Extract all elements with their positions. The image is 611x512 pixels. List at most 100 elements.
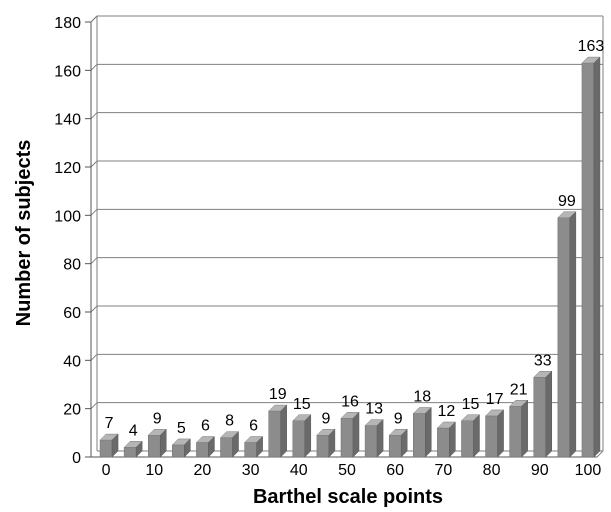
bar [557, 211, 577, 458]
x-tick-labels: 0 10 20 30 40 50 60 70 80 90 100 [102, 462, 602, 479]
bar-front [220, 437, 233, 458]
bar [195, 435, 216, 458]
x-tick-label: 100 [575, 462, 602, 479]
y-tick-label: 160 [54, 63, 81, 80]
gridline-depth [90, 257, 98, 265]
x-tick-label: 40 [290, 462, 308, 479]
bar-side [425, 406, 432, 458]
y-tick-labels: 0 20 40 60 80 100 120 140 160 180 [54, 15, 81, 467]
bar-front [557, 217, 571, 458]
bar [460, 414, 481, 458]
y-tick-label: 120 [54, 160, 81, 177]
bar [316, 428, 336, 458]
x-tick-label: 80 [483, 462, 501, 479]
x-tick-label: 10 [145, 462, 163, 479]
gridline-depth [90, 402, 98, 410]
bar [436, 421, 456, 458]
x-tick-label: 50 [338, 462, 356, 479]
x-tick-label: 70 [434, 462, 452, 479]
bar-front [147, 435, 161, 458]
gridline-depth [90, 160, 98, 168]
y-tick-label: 100 [54, 208, 81, 225]
bar-side [545, 370, 553, 458]
bar-front [244, 442, 257, 458]
bar-side [256, 435, 263, 458]
bar-side [208, 435, 215, 458]
data-label: 18 [413, 389, 431, 406]
bar-side [135, 440, 143, 458]
y-axis-title: Number of subjects [13, 140, 35, 327]
bar-side [184, 438, 191, 458]
bar-front [509, 406, 522, 458]
gridline-depth [90, 353, 98, 361]
gridline-depth [90, 112, 98, 120]
bar [171, 438, 191, 458]
bar [147, 428, 167, 458]
y-tick-label: 180 [54, 15, 81, 32]
x-tick-label: 0 [102, 462, 111, 479]
bar [484, 409, 505, 458]
y-tick-label: 80 [63, 257, 81, 274]
bar [340, 411, 360, 458]
data-label: 12 [437, 403, 455, 420]
bars [99, 56, 601, 458]
bar-side [593, 56, 601, 458]
bar-front [388, 435, 402, 458]
bar-side [376, 418, 384, 458]
bar [99, 433, 119, 458]
data-label: 6 [249, 418, 258, 435]
data-label: 5 [177, 420, 186, 437]
data-label: 9 [394, 410, 403, 427]
x-tick-label: 90 [531, 462, 549, 479]
y-tick-label: 0 [72, 450, 81, 467]
floor-right-edge [596, 450, 604, 458]
bar-side [304, 414, 312, 458]
y-tick-label: 140 [54, 112, 81, 129]
x-tick-label: 30 [242, 462, 260, 479]
data-label: 4 [129, 422, 138, 439]
data-label: 16 [341, 393, 359, 410]
bar-side [328, 428, 336, 458]
bar-side [521, 399, 528, 458]
data-label: 33 [534, 352, 552, 369]
x-axis-title: Barthel scale points [253, 486, 443, 508]
bar-side [352, 411, 360, 458]
bar-side [111, 433, 119, 458]
gridline-depth [90, 305, 98, 313]
gridlines [90, 15, 603, 410]
bar [268, 404, 288, 458]
bar [412, 406, 432, 458]
y-tick-label: 40 [63, 353, 81, 370]
bar-front [196, 442, 209, 458]
bar-front [340, 418, 354, 458]
data-label: 6 [201, 418, 210, 435]
data-label: 19 [269, 386, 287, 403]
bar-side [159, 428, 167, 458]
bar-front [533, 377, 547, 458]
bar-side [497, 409, 504, 458]
bar [509, 399, 529, 458]
bar-front [485, 415, 498, 458]
y-tick-label: 60 [63, 305, 81, 322]
bar-side [280, 404, 287, 458]
bar-front [123, 447, 137, 458]
gridline-depth [90, 63, 98, 71]
bar-side [473, 414, 480, 458]
bar-side [232, 431, 239, 458]
bar-front [292, 420, 306, 458]
data-label: 7 [105, 415, 114, 432]
bar [123, 440, 143, 458]
bar-front [413, 413, 426, 458]
data-label: 163 [578, 38, 605, 55]
top-depth-edge [90, 15, 98, 23]
bar [581, 56, 601, 458]
bar-front [172, 444, 185, 458]
data-label: 17 [486, 391, 504, 408]
bar-front [461, 420, 474, 458]
data-label: 15 [462, 396, 480, 413]
bar [388, 428, 408, 458]
data-label: 15 [293, 396, 311, 413]
bar-front [581, 62, 595, 458]
